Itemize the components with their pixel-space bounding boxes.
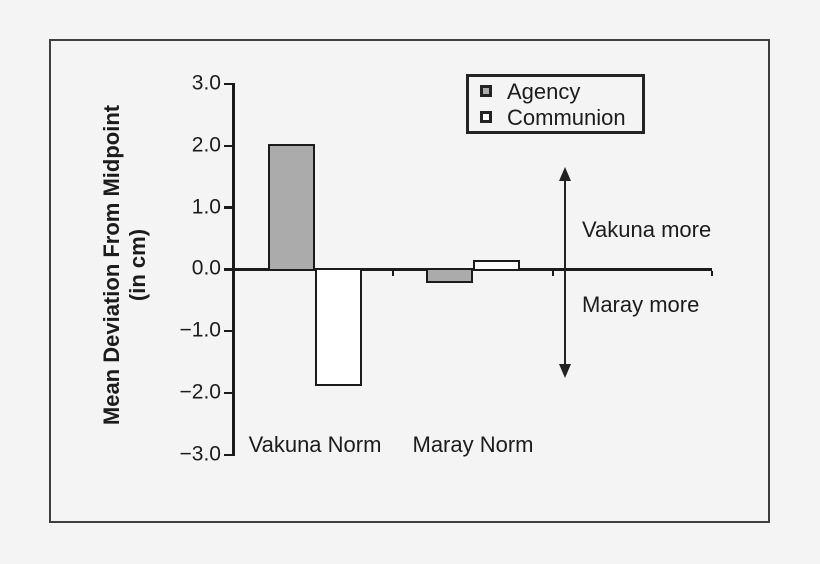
x-axis-tick <box>392 270 394 276</box>
y-axis-tick <box>224 82 233 86</box>
legend-label-agency: Agency <box>507 78 581 104</box>
y-axis-tick <box>224 330 233 333</box>
legend-label-communion: Communion <box>507 104 626 130</box>
legend-item-communion: Communion <box>480 105 642 130</box>
y-axis-tick <box>224 144 233 147</box>
bar-agency-vakuna-norm <box>268 144 315 271</box>
y-tick-label: 0.0 <box>191 256 221 280</box>
legend-box: Agency Communion <box>466 74 645 134</box>
lower-direction-label: Maray more <box>582 292 700 317</box>
figure-frame: 3.0 2.0 1.0 0.0 −1.0 −2.0 −3.0 Vakuna Norm Maray… <box>49 39 770 523</box>
upper-direction-label: Vakuna more <box>582 217 712 242</box>
y-tick-label: −3.0 <box>179 442 221 466</box>
y-tick-label: 1.0 <box>191 195 221 219</box>
y-axis-title-line2: (in cm) <box>125 228 150 302</box>
y-tick-label: 2.0 <box>191 133 221 157</box>
legend-item-agency: Agency <box>480 79 642 104</box>
arrow-up-icon <box>559 167 571 181</box>
double-arrow-line <box>564 179 566 366</box>
arrow-down-icon <box>559 364 571 378</box>
y-tick-label: 3.0 <box>191 71 221 95</box>
bar-communion-vakuna-norm <box>315 267 362 387</box>
y-axis-title-line1: Mean Deviation From Midpoint <box>99 104 124 426</box>
y-axis-tick <box>224 453 233 456</box>
communion-swatch-icon <box>480 111 492 123</box>
x-axis-tick <box>711 270 713 276</box>
y-axis-title: Mean Deviation From Midpoint (in cm) <box>99 105 151 425</box>
y-axis-tick <box>224 268 233 271</box>
x-category-label: Maray Norm <box>412 432 534 458</box>
bar-agency-maray-norm <box>426 267 473 284</box>
agency-swatch-icon <box>480 85 492 97</box>
x-axis-tick <box>552 270 554 276</box>
y-tick-label: −2.0 <box>179 380 221 404</box>
y-axis-tick <box>224 391 233 395</box>
y-tick-label: −1.0 <box>179 318 221 342</box>
x-category-label: Vakuna Norm <box>248 432 382 458</box>
bar-communion-maray-norm <box>473 259 520 271</box>
y-axis-tick <box>224 206 233 209</box>
